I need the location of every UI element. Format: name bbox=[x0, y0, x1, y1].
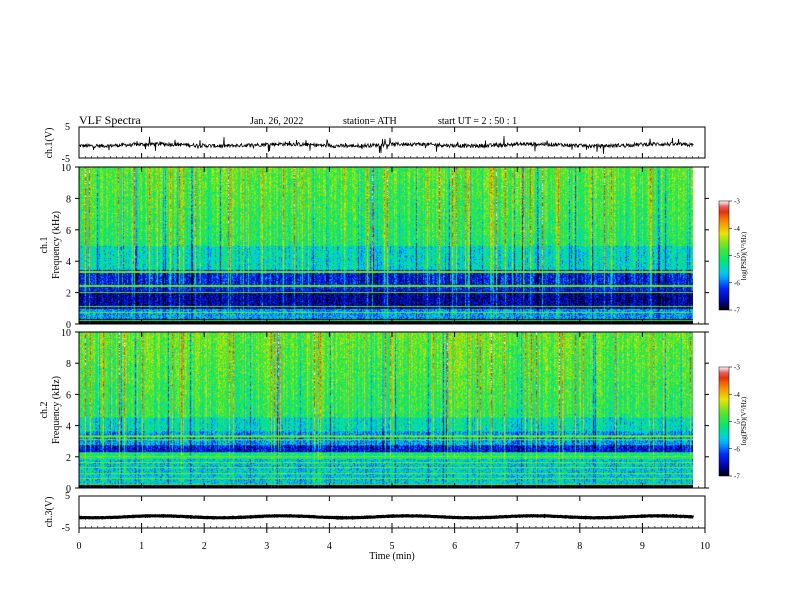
station-label: station= ATH bbox=[343, 116, 397, 127]
ch1-colorbar-label: log(PSD)(V²/Hz) bbox=[740, 231, 748, 280]
time-axis-tick-labels: 0 1 2 3 4 5 6 7 8 9 10 bbox=[77, 528, 710, 552]
colorbar-tick-label: -7 bbox=[734, 307, 740, 315]
freq-tick-label: 4 bbox=[66, 422, 71, 433]
time-axis-label: Time (min) bbox=[369, 551, 414, 562]
ch1-waveform-line bbox=[78, 135, 694, 154]
time-ticks bbox=[78, 127, 706, 528]
freq-tick-label: 2 bbox=[66, 289, 71, 300]
ch1-ylabel-channel: ch.1 bbox=[39, 237, 50, 254]
colorbar-tick-label: -4 bbox=[734, 391, 740, 399]
colorbar-tick-label: -3 bbox=[734, 364, 740, 372]
ch1-waveform-ylabel: ch.1(V) bbox=[44, 128, 55, 159]
figure-header: VLF Spectra Jan. 26, 2022 station= ATH s… bbox=[79, 113, 517, 127]
ch2-freq-ticks: 0 2 4 6 8 10 bbox=[61, 328, 709, 495]
time-axis-tick-label: 4 bbox=[327, 541, 332, 552]
time-axis-tick-label: 2 bbox=[202, 541, 207, 552]
freq-tick-label: 10 bbox=[61, 163, 71, 174]
ch3-waveform-panel: 5 -5 ch.3(V) bbox=[44, 491, 706, 534]
ch2-ylabel-frequency: Frequency (kHz) bbox=[51, 376, 62, 444]
colorbar-tick-label: -6 bbox=[734, 445, 740, 453]
ch1-ylabel-frequency: Frequency (kHz) bbox=[51, 211, 62, 279]
ch2-colorbar-ticks: -3 -4 -5 -6 -7 bbox=[729, 364, 740, 481]
ch1-colorbar-ticks: -3 -4 -5 -6 -7 bbox=[729, 198, 740, 315]
colorbar-tick-label: -7 bbox=[734, 473, 740, 481]
time-axis-tick-label: 3 bbox=[264, 541, 269, 552]
ch1-waveform-panel: 5 -5 ch.1(V) bbox=[44, 122, 706, 165]
time-axis-tick-label: 5 bbox=[390, 541, 395, 552]
start-time-label: start UT = 2 : 50 : 1 bbox=[438, 116, 517, 127]
freq-tick-label: 2 bbox=[66, 453, 71, 464]
freq-tick-label: 6 bbox=[66, 226, 71, 237]
date-label: Jan. 26, 2022 bbox=[250, 116, 303, 127]
time-axis-tick-label: 1 bbox=[139, 541, 144, 552]
ch3-ytick-top: 5 bbox=[65, 491, 70, 502]
colorbar-tick-label: -5 bbox=[734, 252, 740, 260]
ch3-waveform-line bbox=[78, 513, 695, 520]
freq-tick-label: 0 bbox=[66, 320, 71, 331]
freq-tick-label: 6 bbox=[66, 390, 71, 401]
ch1-colorbar bbox=[718, 200, 730, 311]
colorbar-tick-label: -5 bbox=[734, 418, 740, 426]
ch3-waveform-ylabel: ch.3(V) bbox=[44, 497, 55, 528]
freq-tick-label: 10 bbox=[61, 328, 71, 339]
figure-title: VLF Spectra bbox=[79, 113, 141, 127]
ch1-ytick-bottom: -5 bbox=[62, 154, 70, 165]
freq-tick-label: 0 bbox=[66, 484, 71, 495]
time-axis-tick-label: 9 bbox=[640, 541, 645, 552]
time-axis-tick-label: 10 bbox=[700, 541, 710, 552]
ch2-colorbar bbox=[718, 366, 730, 477]
ch1-ytick-top: 5 bbox=[65, 122, 70, 133]
colorbar-tick-label: -3 bbox=[734, 198, 740, 206]
freq-tick-label: 4 bbox=[66, 257, 71, 268]
ch3-ytick-bottom: -5 bbox=[62, 523, 70, 534]
time-axis-tick-label: 7 bbox=[515, 541, 520, 552]
ch1-freq-ticks: 0 2 4 6 8 10 bbox=[61, 163, 709, 331]
ch2-ylabel-channel: ch.2 bbox=[39, 402, 50, 419]
ch2-colorbar-label: log(PSD)(V²/Hz) bbox=[740, 396, 748, 445]
ch2-spectrogram-image bbox=[79, 332, 693, 488]
freq-tick-label: 8 bbox=[66, 194, 71, 205]
freq-tick-label: 8 bbox=[66, 359, 71, 370]
colorbar-tick-label: -4 bbox=[734, 225, 740, 233]
time-axis-tick-label: 8 bbox=[577, 541, 582, 552]
ch1-spectrogram-image bbox=[79, 167, 693, 324]
colorbar-tick-label: -6 bbox=[734, 279, 740, 287]
time-axis-tick-label: 6 bbox=[452, 541, 457, 552]
time-axis-tick-label: 0 bbox=[77, 541, 82, 552]
